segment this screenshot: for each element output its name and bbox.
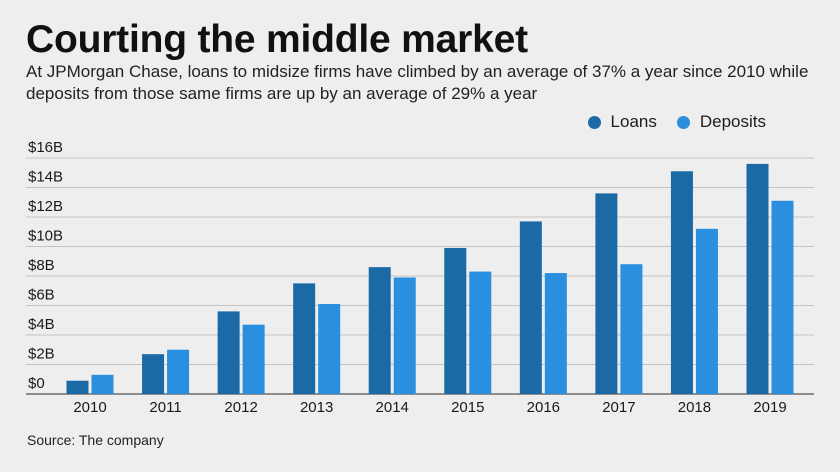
bar-deposits: [771, 200, 794, 394]
bar-loans: [670, 171, 693, 394]
bar-loans: [444, 247, 467, 394]
y-tick-label: $12B: [28, 198, 63, 215]
legend-item-deposits: Deposits: [676, 112, 766, 132]
bar-deposits: [620, 264, 643, 394]
x-tick-label: 2016: [527, 399, 560, 416]
y-tick-label: $14B: [28, 169, 63, 186]
bar-loans: [293, 283, 316, 394]
y-tick-label: $2B: [28, 346, 55, 363]
x-tick-label: 2010: [73, 399, 106, 416]
bar-loans: [66, 380, 89, 394]
x-tick-label: 2019: [753, 399, 786, 416]
bar-loans: [519, 221, 542, 394]
source-note: Source: The company: [27, 432, 164, 448]
legend-swatch-loans: [587, 115, 601, 129]
bar-deposits: [695, 228, 718, 394]
page-title: Courting the middle market: [26, 18, 528, 61]
bar-loans: [217, 311, 240, 394]
bar-deposits: [242, 324, 265, 394]
bar-deposits: [318, 304, 341, 394]
x-tick-label: 2018: [678, 399, 711, 416]
bar-deposits: [91, 374, 114, 394]
bar-loans: [142, 354, 165, 394]
bar-deposits: [544, 273, 567, 394]
chart-legend: Loans Deposits: [587, 112, 766, 132]
bar-deposits: [469, 271, 492, 394]
bar-deposits: [167, 349, 190, 394]
y-tick-label: $6B: [28, 287, 55, 304]
legend-item-loans: Loans: [587, 112, 657, 132]
x-tick-label: 2011: [149, 399, 181, 416]
bar-loans: [746, 163, 769, 394]
legend-swatch-deposits: [676, 115, 690, 129]
y-tick-label: $16B: [28, 139, 63, 156]
bar-deposits: [393, 277, 416, 394]
bar-loans: [595, 193, 618, 394]
x-tick-label: 2015: [451, 399, 484, 416]
x-tick-label: 2012: [224, 399, 257, 416]
y-tick-label: $10B: [28, 228, 63, 245]
legend-label-loans: Loans: [610, 112, 657, 131]
x-tick-label: 2017: [602, 399, 635, 416]
y-tick-label: $8B: [28, 257, 55, 274]
y-tick-label: $4B: [28, 316, 55, 333]
x-tick-label: 2014: [376, 399, 409, 416]
bar-loans: [368, 267, 391, 394]
page-subtitle: At JPMorgan Chase, loans to midsize firm…: [26, 62, 809, 103]
y-tick-label: $0: [28, 375, 45, 392]
legend-label-deposits: Deposits: [699, 112, 766, 131]
x-tick-label: 2013: [300, 399, 333, 416]
